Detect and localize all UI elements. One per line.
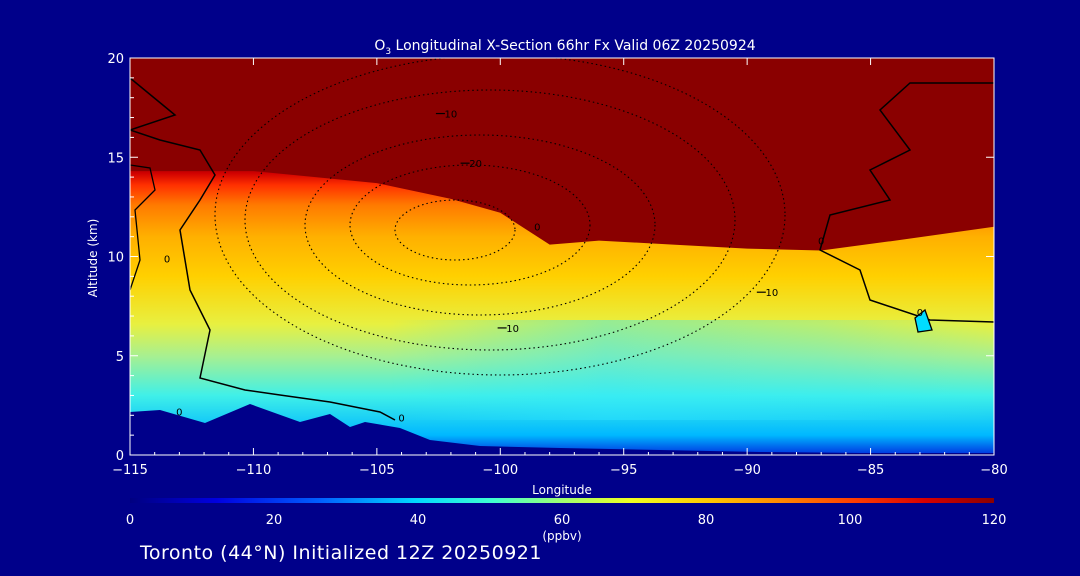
low-ozone-plume [130, 320, 994, 420]
y-axis-label: Altitude (km) [86, 219, 100, 298]
colorbar-tick-label: 0 [126, 513, 134, 528]
y-tick-label: 10 [107, 251, 124, 266]
x-tick-label: −90 [733, 463, 760, 478]
y-tick-label: 5 [116, 350, 124, 365]
x-tick-label: −105 [359, 463, 395, 478]
colorbar-tick-label: 80 [698, 513, 715, 528]
x-tick-label: −110 [236, 463, 272, 478]
dotted-contours [214, 58, 786, 376]
x-tick-label: −115 [112, 463, 148, 478]
zero-contour-left [130, 77, 396, 421]
contour-label: 0 [164, 254, 170, 265]
contour-label: 0 [534, 223, 540, 234]
y-tick-label: 0 [116, 449, 124, 464]
x-tick-label: −80 [980, 463, 1007, 478]
contour-label: 0 [398, 413, 404, 424]
zero-contour-right [819, 82, 994, 323]
colorbar-ticks: 0 20 40 60 80 100 120 [126, 513, 1007, 528]
zero-contour-west-column [130, 164, 156, 291]
colorbar-tick-label: 120 [982, 513, 1007, 528]
init-footer: Toronto (44°N) Initialized 12Z 20250921 [140, 542, 542, 564]
contour-label: 20 [469, 159, 482, 170]
y-tick-label: 15 [107, 151, 124, 166]
x-tick-label: −100 [482, 463, 518, 478]
terrain [130, 404, 994, 455]
colorbar-tick-label: 20 [266, 513, 283, 528]
contour-label: 10 [445, 110, 458, 121]
colorbar [130, 498, 994, 503]
y-axis: 0 5 10 15 20 [107, 52, 994, 464]
stratosphere-region [130, 58, 994, 251]
x-axis-label: Longitude [532, 483, 592, 497]
colorbar-tick-label: 60 [554, 513, 571, 528]
contour-label: 10 [506, 324, 519, 335]
contour-label: 0 [917, 308, 923, 319]
contour-label: 0 [818, 237, 824, 248]
colorbar-unit-label: (ppbv) [542, 529, 581, 543]
x-tick-label: −85 [857, 463, 884, 478]
chart-title: O3 Longitudinal X-Section 66hr Fx Valid … [374, 38, 755, 57]
contour-labels: 10 20 10 10 0 0 0 0 0 0 [164, 110, 923, 425]
x-tick-label: −95 [610, 463, 637, 478]
contour-label: 10 [765, 288, 778, 299]
contour-label: 0 [176, 407, 182, 418]
x-axis: −115 −110 −105 −100 −95 −90 −85 −80 [112, 58, 1008, 478]
y-tick-label: 20 [107, 52, 124, 67]
colorbar-tick-label: 40 [410, 513, 427, 528]
zero-contour-island [914, 308, 933, 333]
colorbar-tick-label: 100 [838, 513, 863, 528]
